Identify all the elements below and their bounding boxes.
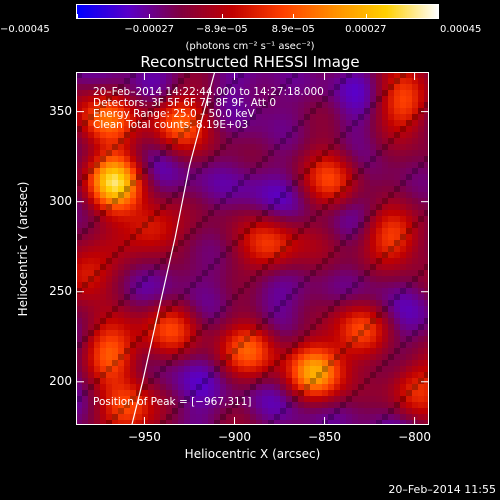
- plot-area: 20–Feb–2014 14:22:44.000 to 14:27:18.000…: [76, 72, 429, 425]
- x-tick-label: −850: [308, 430, 342, 444]
- x-tick-label: −900: [218, 430, 251, 444]
- info-text: 20–Feb–2014 14:22:44.000 to 14:27:18.000…: [93, 87, 324, 131]
- chart-title: Reconstructed RHESSI Image: [140, 53, 360, 71]
- heatmap-image: [76, 72, 429, 425]
- y-tick-label: 200: [49, 373, 72, 388]
- colorbar-tick-label: −0.00027: [124, 24, 175, 35]
- y-tick-label: 250: [49, 283, 72, 298]
- plot-frame: [76, 72, 429, 425]
- y-tick-label: 350: [49, 103, 72, 118]
- colorbar-tick-mark: [438, 14, 439, 19]
- colorbar-tick-mark: [365, 14, 367, 19]
- colorbar-tick-mark: [77, 14, 78, 19]
- info-line-detectors: Detectors: 3F 5F 6F 7F 8F 9F, Att 0: [93, 97, 277, 109]
- solar-limb-line: [131, 72, 216, 425]
- footer-timestamp: 20–Feb–2014 11:55: [388, 483, 496, 496]
- plot-overlay: [76, 72, 429, 425]
- colorbar-tick-label: 0.00045: [440, 24, 482, 35]
- x-tick-label: −950: [127, 430, 161, 444]
- info-line-energy: Energy Range: 25.0 – 50.0 keV: [93, 108, 255, 120]
- colorbar-units-label: (photons cm⁻² s⁻¹ asec⁻²): [185, 41, 315, 52]
- colorbar-tick-mark: [149, 14, 151, 19]
- y-axis-label: Heliocentric Y (arcsec): [16, 181, 30, 317]
- info-line-counts: Clean Total counts: 8.19E+03: [93, 119, 249, 131]
- x-tick-label: −800: [398, 430, 432, 444]
- x-axis-label: Heliocentric X (arcsec): [184, 447, 321, 461]
- info-line-time: 20–Feb–2014 14:22:44.000 to 14:27:18.000: [93, 86, 324, 98]
- colorbar-tick-label: −8.9e−05: [196, 24, 248, 35]
- colorbar-tick-label: −0.00045: [0, 24, 50, 35]
- peak-position-label: Position of Peak = [−967,311]: [93, 396, 252, 408]
- y-tick-label: 300: [49, 193, 72, 208]
- colorbar-tick-label: 8.9e−05: [271, 24, 315, 35]
- colorbar-tick-mark: [221, 14, 223, 19]
- colorbar: [76, 4, 439, 19]
- colorbar-tick-label: 0.00027: [345, 24, 387, 35]
- colorbar-tick-mark: [293, 14, 295, 19]
